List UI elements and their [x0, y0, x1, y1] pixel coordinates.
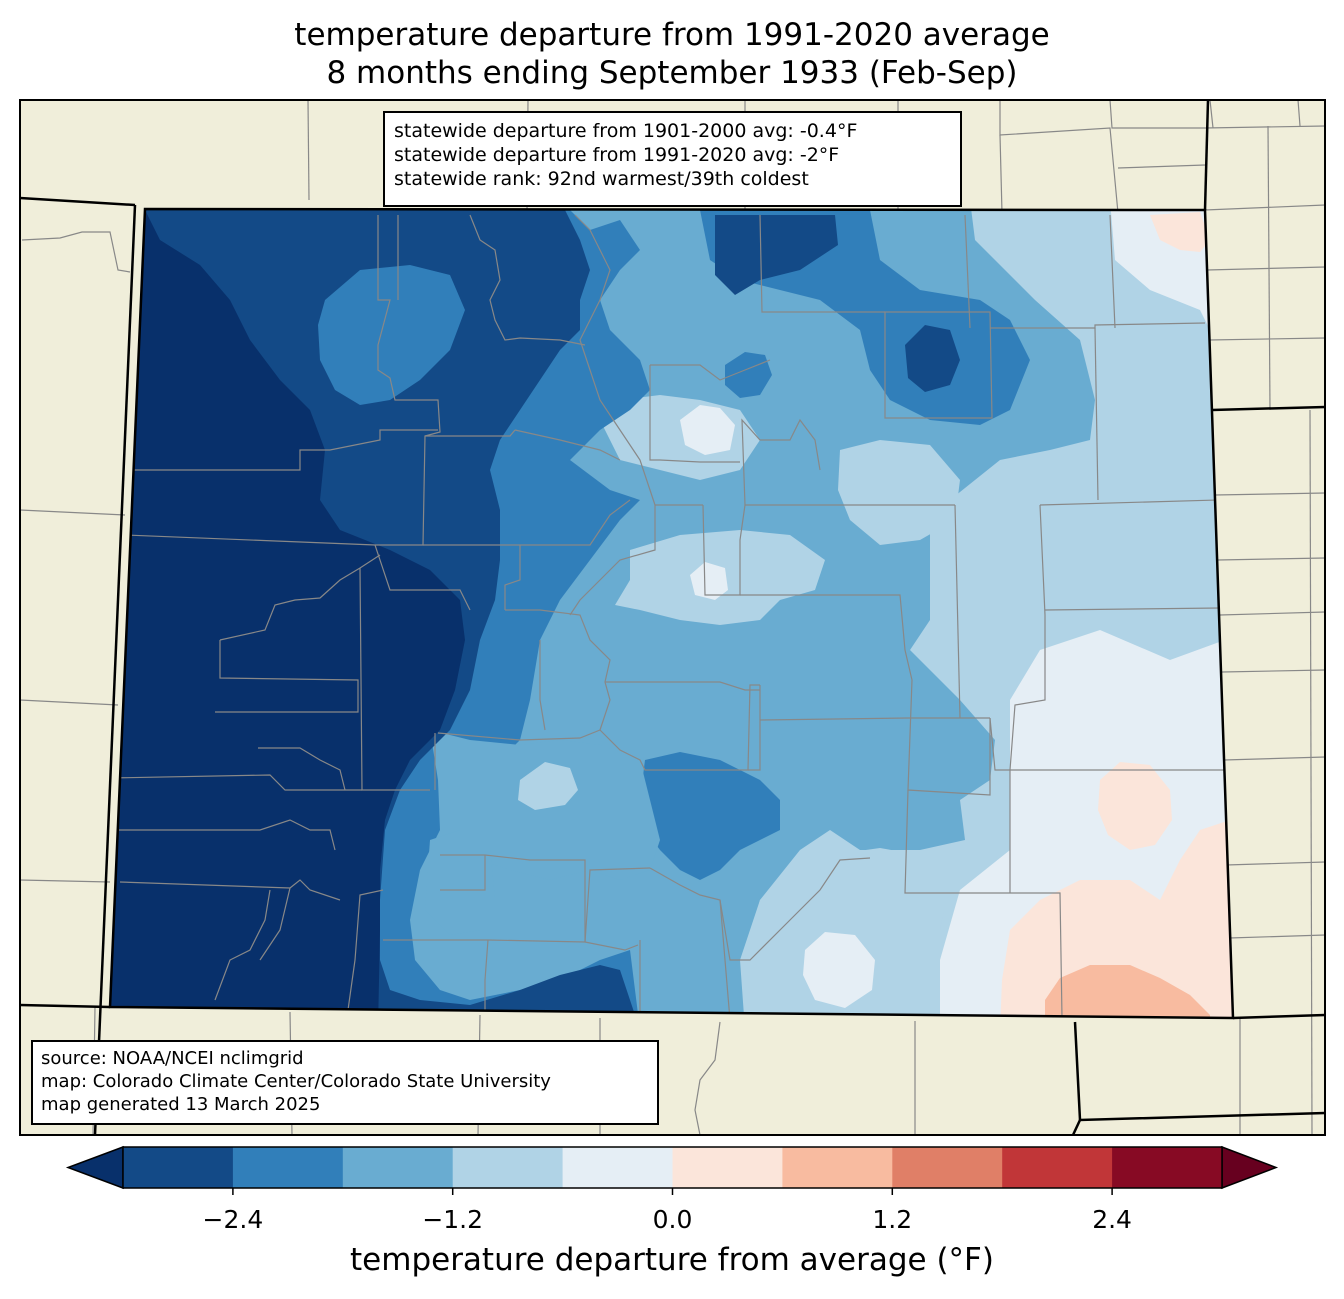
colorbar-extend-low: [65, 1145, 124, 1190]
map-title-line1: temperature departure from 1991-2020 ave…: [294, 17, 1050, 53]
colorbar-bin: [672, 1147, 783, 1188]
colorbar-tick-label: −2.4: [202, 1205, 264, 1234]
map-frame: [19, 99, 1326, 1136]
colorbar-tick-label: 0.0: [652, 1205, 693, 1234]
colorado-county-lines: [110, 214, 1228, 1018]
colorbar-label: temperature departure from average (°F): [350, 1242, 994, 1278]
colorbar-tick-label: 1.2: [872, 1205, 913, 1234]
source-box: source: NOAA/NCEI nclimgrid map: Colorad…: [31, 1040, 659, 1125]
colorbar-bin: [452, 1147, 564, 1188]
colorbar-bin: [562, 1147, 673, 1188]
stats-line-1991-2020: statewide departure from 1991-2020 avg: …: [394, 144, 840, 166]
state-boundaries: [20, 100, 1325, 1135]
colorbar-bin: [232, 1147, 344, 1188]
map-title-line2: 8 months ending September 1933 (Feb-Sep): [326, 55, 1018, 91]
colorbar-bin: [1112, 1147, 1223, 1188]
map-credit-line: map: Colorado Climate Center/Colorado St…: [41, 1071, 551, 1092]
colorbar-bin: [1002, 1147, 1113, 1188]
colorbar-bin: [782, 1147, 893, 1188]
colorbar-tick-label: 2.4: [1092, 1205, 1132, 1234]
colorbar-bin: [123, 1147, 234, 1188]
colorbar-tick-label: −1.2: [422, 1205, 484, 1234]
temperature-contours: [110, 209, 1233, 1018]
statewide-stats-box: statewide departure from 1901-2000 avg: …: [383, 111, 962, 207]
colorbar: [65, 1145, 1279, 1195]
colorbar-bin: [892, 1147, 1003, 1188]
source-line: source: NOAA/NCEI nclimgrid: [41, 1048, 304, 1069]
map-generated-line: map generated 13 March 2025: [41, 1094, 321, 1115]
stats-line-rank: statewide rank: 92nd warmest/39th coldes…: [394, 168, 809, 190]
colorbar-extend-high: [1221, 1145, 1279, 1190]
colorbar-bin: [342, 1147, 454, 1188]
stats-line-1901-2000: statewide departure from 1901-2000 avg: …: [394, 120, 858, 142]
